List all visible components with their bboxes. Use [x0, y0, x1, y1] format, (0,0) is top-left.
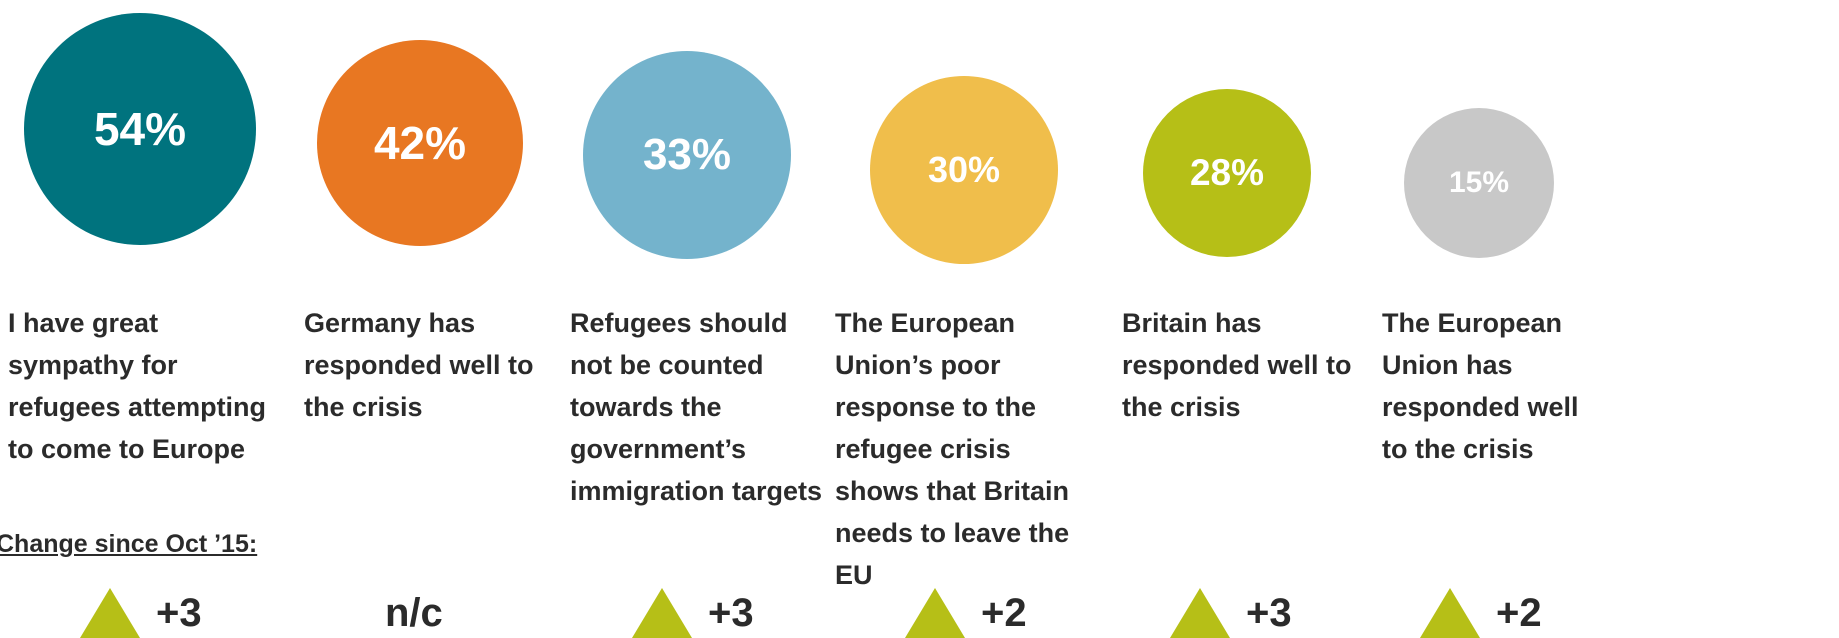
change-indicator: +2: [1420, 588, 1542, 638]
up-triangle-icon: [1170, 588, 1230, 638]
change-value: +3: [1246, 591, 1292, 635]
statement-label: Refugees should not be counted towards t…: [570, 308, 823, 506]
change-value: +3: [156, 591, 202, 635]
value-bubble: 30%: [870, 76, 1058, 264]
change-value: +2: [981, 591, 1027, 635]
statement-label: Britain has responded well to the crisis: [1122, 308, 1352, 422]
change-since-title: Change since Oct ’15:: [0, 530, 258, 558]
change-indicator: n/c: [385, 588, 443, 638]
up-triangle-icon: [80, 588, 140, 638]
value-bubble: 33%: [583, 51, 791, 259]
change-value: n/c: [385, 591, 443, 635]
change-indicator: +2: [905, 588, 1027, 638]
up-triangle-icon: [632, 588, 692, 638]
up-triangle-icon: [1420, 588, 1480, 638]
change-indicator: +3: [1170, 588, 1292, 638]
up-triangle-icon: [905, 588, 965, 638]
value-bubble: 28%: [1143, 89, 1311, 257]
change-value: +3: [708, 591, 754, 635]
value-bubble: 54%: [24, 13, 256, 245]
statement-label: The European Union has responded well to…: [1382, 308, 1579, 464]
change-indicator: +3: [632, 588, 754, 638]
value-bubble: 15%: [1404, 108, 1554, 258]
statement-label: I have great sympathy for refugees attem…: [8, 308, 267, 464]
statement-label: Germany has responded well to the crisis: [304, 308, 534, 422]
change-indicator: +3: [80, 588, 202, 638]
change-value: +2: [1496, 591, 1542, 635]
statement-label: The European Union’s poor response to th…: [835, 308, 1070, 590]
value-bubble: 42%: [317, 40, 523, 246]
